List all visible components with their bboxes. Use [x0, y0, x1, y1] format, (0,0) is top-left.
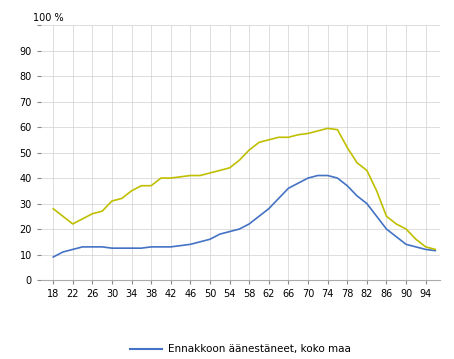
Legend: Ennakkoon äänestäneet, koko maa, Kaikki äänestäneet, alueilla: Ennakkoon äänestäneet, koko maa, Kaikki … [127, 341, 354, 359]
Text: 100 %: 100 % [33, 13, 64, 23]
